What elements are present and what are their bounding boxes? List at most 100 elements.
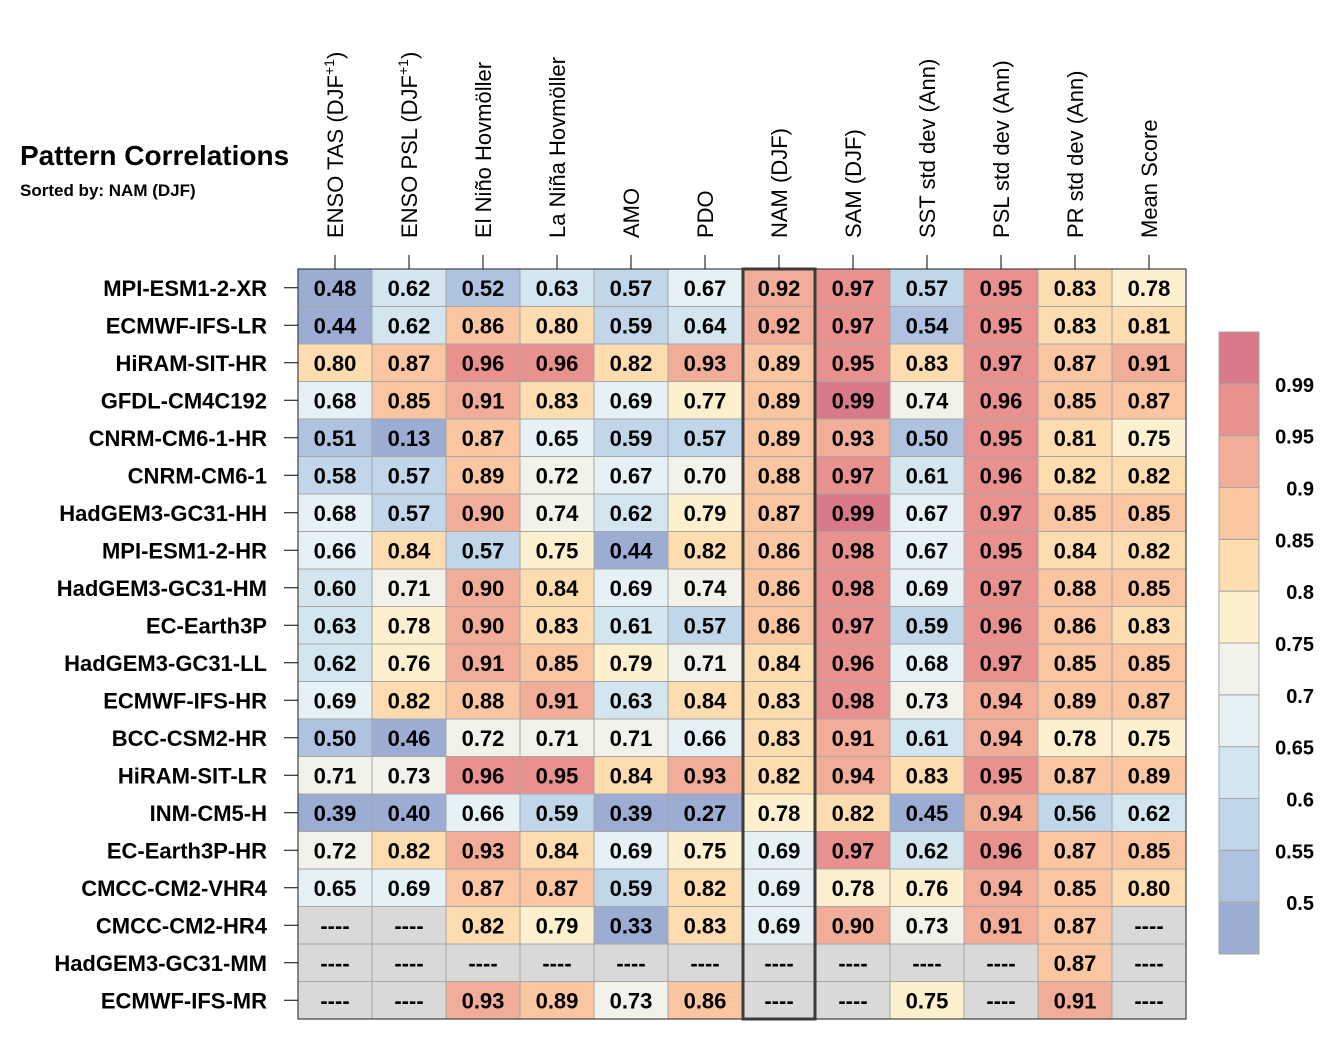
cell-label: 0.73 [610,988,653,1013]
row-label: CMCC-CM2-HR4 [96,913,268,938]
cell-label: 0.95 [980,313,1023,338]
cell-label: 0.86 [1054,613,1097,638]
cell-label: 0.57 [388,501,431,526]
cell-label: 0.67 [906,501,949,526]
row-label: HadGEM3-GC31-HM [57,576,267,601]
column-label: SAM (DJF) [841,129,866,238]
heatmap-cell [889,418,965,457]
cell-label: 0.62 [610,501,653,526]
cell-label: 0.87 [536,876,579,901]
cell-label: 0.82 [684,876,727,901]
row-label: CMCC-CM2-VHR4 [81,876,268,901]
heatmap-cell [963,981,1039,1020]
heatmap-cell [815,981,891,1020]
heatmap-cell [963,531,1039,570]
cell-label: 0.95 [980,276,1023,301]
cell-label: ---- [986,951,1015,976]
cell-label: 0.48 [314,276,357,301]
heatmap-cell [519,493,595,532]
heatmap-cell [297,456,373,495]
column-label-end: ) [323,52,348,59]
cell-label: 0.87 [1128,388,1171,413]
heatmap-cell [963,606,1039,645]
cell-label: 0.67 [906,538,949,563]
heatmap-cell [963,568,1039,607]
heatmap-cell [371,456,447,495]
cell-label: 0.89 [1128,763,1171,788]
cell-label: 0.61 [906,726,949,751]
heatmap-cell [667,418,743,457]
cell-label: 0.61 [610,613,653,638]
heatmap-cell [1037,343,1113,382]
heatmap-cell [1111,718,1187,757]
heatmap-cell [815,718,891,757]
heatmap-cell [445,943,521,982]
cell-label: 0.71 [536,726,579,751]
heatmap-cell [519,756,595,795]
cell-label: 0.97 [980,351,1023,376]
heatmap-cell [963,868,1039,907]
heatmap-cell [667,943,743,982]
cell-label: 0.82 [758,763,801,788]
cell-label: 0.54 [906,313,950,338]
cell-label: 0.52 [462,276,505,301]
heatmap-cell [297,381,373,420]
cell-label: 0.70 [684,463,727,488]
heatmap-cell [741,981,817,1020]
cell-label: ---- [764,988,793,1013]
heatmap-cell [445,831,521,870]
cell-label: 0.83 [906,763,949,788]
cell-label: ---- [394,913,423,938]
heatmap-cell [667,606,743,645]
cell-label: ---- [320,913,349,938]
heatmap-cell [815,606,891,645]
heatmap-cell [593,718,669,757]
row-label: GFDL-CM4C192 [101,388,267,413]
cell-label: ---- [764,951,793,976]
heatmap-cell [519,906,595,945]
heatmap-cell [371,306,447,345]
cell-label: 0.93 [832,426,875,451]
heatmap-cell [519,643,595,682]
cell-label: 0.82 [1128,463,1171,488]
cell-label: 0.80 [314,351,357,376]
cell-label: 0.57 [610,276,653,301]
cell-label: 0.78 [758,801,801,826]
cell-label: 0.79 [610,651,653,676]
heatmap-cell [1111,456,1187,495]
heatmap-cell [519,943,595,982]
row-label: CNRM-CM6-1-HR [89,426,268,451]
column-label-end: ) [397,52,422,59]
heatmap-cell [1037,943,1113,982]
cell-label: 0.76 [388,651,431,676]
heatmap-cell [445,793,521,832]
cell-label: 0.82 [684,538,727,563]
column-label: NAM (DJF) [767,128,792,238]
cell-label: 0.78 [1128,276,1171,301]
row-label: ECMWF-IFS-MR [101,988,267,1013]
colorbar-bin [1218,798,1260,851]
heatmap-cell [667,756,743,795]
cell-label: 0.76 [906,876,949,901]
cell-label: 0.68 [314,388,357,413]
cell-label: 0.91 [1054,988,1097,1013]
cell-label: 0.91 [832,726,875,751]
heatmap-cell [815,418,891,457]
cell-label: 0.71 [314,763,357,788]
chart-title: Pattern Correlations [20,140,290,171]
cell-label: 0.87 [1054,351,1097,376]
heatmap-cell [741,456,817,495]
cell-label: 0.69 [610,838,653,863]
heatmap-cell [519,456,595,495]
cell-label: 0.78 [832,876,875,901]
chart-subtitle: Sorted by: NAM (DJF) [20,181,196,200]
heatmap-cell [445,493,521,532]
colorbar-bin [1218,538,1260,592]
cell-label: 0.39 [314,801,357,826]
cell-label: 0.98 [832,688,875,713]
cell-label: 0.99 [832,388,875,413]
row-label: HadGEM3-GC31-MM [54,951,267,976]
colorbar-bin [1218,487,1260,540]
cell-label: 0.96 [980,838,1023,863]
